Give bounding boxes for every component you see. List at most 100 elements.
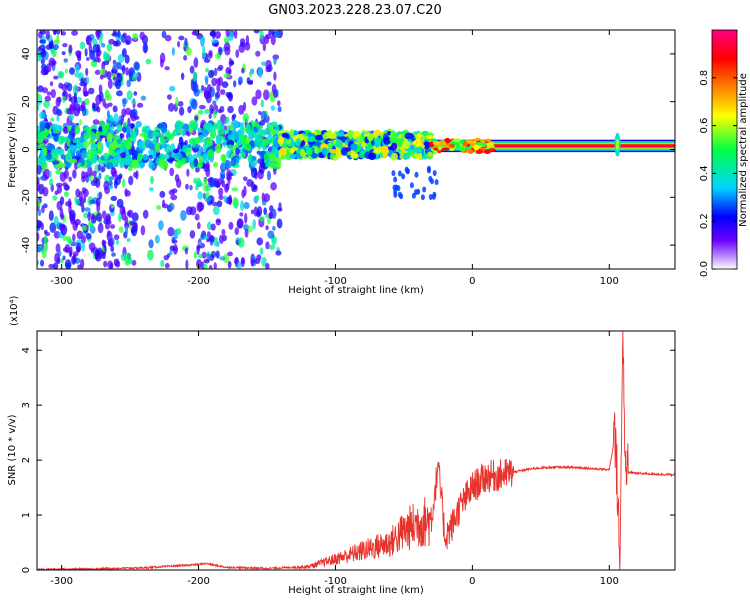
spectral-spike [615, 138, 619, 151]
spectral-blob [268, 244, 276, 250]
spectral-blob [208, 264, 213, 269]
spectral-blob [117, 30, 121, 38]
spectral-blob [206, 221, 212, 231]
spectral-blob [189, 65, 195, 74]
spectral-blob [64, 161, 72, 169]
spectral-blob [259, 120, 266, 126]
spectral-blob [66, 236, 72, 243]
spectrogram-y-axis-label: Frequency (Hz) [7, 112, 18, 188]
colorbar: 0.0 0.2 0.4 0.6 0.8 Normalized spectral ampl… [699, 29, 749, 277]
spectral-blob [209, 254, 215, 261]
spectral-blob [486, 142, 494, 147]
spectral-blob [266, 81, 272, 86]
spectral-blob [81, 149, 87, 159]
spectral-blob [91, 134, 97, 140]
spectral-blob [103, 180, 110, 191]
spectral-blob [55, 168, 62, 175]
spectral-blob [90, 59, 98, 68]
spectral-blob [181, 128, 186, 137]
spectral-blob [59, 171, 67, 182]
spectral-blob [90, 214, 97, 224]
spectral-blob [99, 68, 106, 76]
spectral-blob [121, 126, 127, 133]
spectral-blob [114, 179, 118, 189]
spectral-blob [347, 130, 354, 140]
spectral-blob [211, 201, 219, 207]
spectral-blob [214, 31, 221, 39]
y-tick-label: 0 [21, 146, 32, 152]
spectral-blob [277, 106, 282, 113]
spectral-blob [265, 241, 270, 250]
spectral-blob [133, 91, 138, 96]
spectral-blob [112, 30, 117, 36]
spectral-blob [235, 147, 240, 156]
spectral-blob [240, 200, 244, 212]
spectral-blob [402, 152, 411, 160]
spectral-blob [84, 207, 91, 212]
spectral-blob [187, 105, 192, 114]
spectral-blob [383, 136, 391, 145]
spectral-blob [196, 258, 202, 269]
spectral-blob [65, 201, 72, 207]
spectral-blob [440, 140, 447, 146]
spectral-blob [43, 168, 51, 180]
spectral-blob [49, 178, 54, 187]
spectral-blob [432, 191, 437, 198]
spectral-blob [112, 60, 117, 72]
spectral-blob [278, 202, 282, 211]
spectral-blob [221, 179, 225, 188]
spectral-blob [59, 207, 64, 219]
spectral-blob [272, 89, 279, 98]
spectral-blob [110, 245, 115, 253]
spectral-blob [465, 146, 471, 150]
spectral-blob [442, 147, 450, 151]
spectral-blob [85, 67, 89, 77]
spectral-blob [164, 262, 170, 269]
spectral-blob [75, 198, 80, 206]
spectral-blob [81, 106, 87, 117]
spectral-blob [112, 105, 118, 113]
spectral-blob [269, 91, 273, 97]
spectral-blob [290, 148, 295, 154]
spectral-blob [404, 132, 414, 140]
spectral-blob [89, 199, 96, 204]
spectral-blob [242, 176, 248, 182]
spectrogram-x-axis-label: Height of straight line (km) [288, 285, 424, 296]
spectral-blob [197, 191, 203, 200]
spectral-blob [124, 225, 129, 235]
spectral-blob [158, 220, 164, 231]
spectral-blob [295, 138, 301, 147]
spectral-blob [96, 212, 103, 222]
spectral-blob [238, 104, 245, 115]
spectral-blob [116, 72, 123, 83]
spectral-blob [260, 110, 267, 122]
spectral-blob [85, 35, 92, 46]
spectral-blob [126, 238, 131, 243]
spectral-blob [391, 170, 396, 177]
spectral-blob [336, 132, 345, 137]
spectral-blob [321, 147, 328, 156]
spectral-blob [54, 190, 59, 196]
spectral-blob [58, 82, 64, 89]
colorbar-tick-label: 0.6 [699, 118, 710, 134]
spectral-blob [48, 263, 55, 269]
spectral-blob [221, 141, 228, 146]
spectrogram-marks [37, 30, 675, 269]
spectral-blob [189, 230, 196, 239]
spectral-blob [149, 187, 154, 192]
spectral-blob [81, 225, 87, 231]
spectral-blob [209, 177, 217, 188]
spectral-blob [258, 67, 263, 79]
spectral-blob [132, 33, 139, 40]
spectral-blob [475, 141, 484, 146]
spectral-blob [171, 236, 176, 243]
spectral-blob [322, 133, 329, 140]
spectral-blob [174, 246, 178, 252]
spectral-blob [193, 157, 199, 168]
spectral-blob [218, 234, 224, 244]
spectral-blob [151, 131, 160, 138]
spectral-blob [229, 124, 234, 131]
spectral-blob [261, 257, 267, 267]
spectral-blob [146, 249, 154, 261]
spectral-blob [154, 234, 160, 244]
